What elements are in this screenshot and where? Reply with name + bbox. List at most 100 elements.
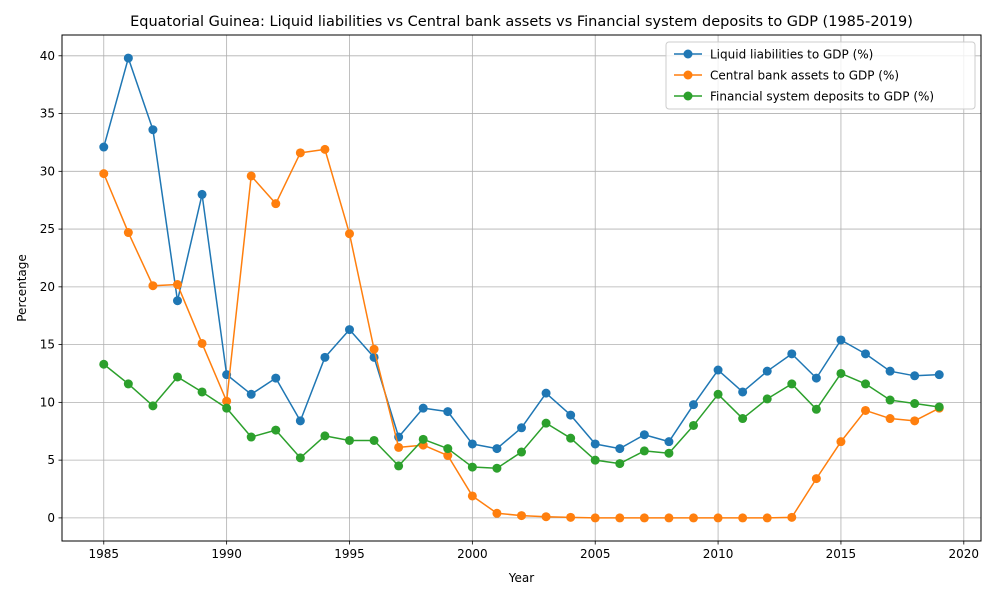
data-point-central-bank-assets: [615, 513, 625, 523]
data-point-liquid-liabilities: [443, 407, 453, 417]
data-point-financial-deposits: [762, 394, 772, 404]
data-point-financial-deposits: [639, 446, 649, 456]
data-point-liquid-liabilities: [566, 410, 576, 420]
data-point-central-bank-assets: [148, 281, 158, 291]
data-point-financial-deposits: [394, 461, 404, 471]
data-point-liquid-liabilities: [344, 325, 354, 335]
legend-marker-central-bank-assets: [683, 70, 693, 80]
data-point-liquid-liabilities: [861, 349, 871, 359]
data-point-central-bank-assets: [910, 416, 920, 426]
data-point-liquid-liabilities: [295, 416, 305, 426]
data-point-financial-deposits: [811, 404, 821, 414]
data-point-central-bank-assets: [836, 437, 846, 447]
data-point-central-bank-assets: [664, 513, 674, 523]
x-tick-label: 2005: [580, 547, 611, 561]
x-tick-label: 2020: [949, 547, 980, 561]
data-point-central-bank-assets: [541, 512, 551, 522]
series-financial-deposits: [99, 359, 944, 473]
data-point-liquid-liabilities: [418, 403, 428, 413]
data-point-liquid-liabilities: [713, 365, 723, 375]
data-point-central-bank-assets: [492, 508, 502, 518]
data-point-financial-deposits: [148, 401, 158, 411]
data-point-central-bank-assets: [271, 199, 281, 209]
data-point-financial-deposits: [418, 434, 428, 444]
data-point-liquid-liabilities: [271, 373, 281, 383]
chart-title: Equatorial Guinea: Liquid liabilities vs…: [130, 14, 913, 30]
x-tick-label: 2000: [457, 547, 488, 561]
y-axis-ticks: 0 5 10 15 20 25 30 35 40: [40, 49, 62, 525]
data-point-liquid-liabilities: [517, 423, 526, 433]
x-tick-label: 1985: [88, 547, 119, 561]
data-point-central-bank-assets: [99, 169, 109, 179]
data-point-financial-deposits: [320, 431, 330, 441]
y-tick-label: 30: [40, 164, 55, 178]
data-point-central-bank-assets: [861, 405, 871, 415]
data-point-liquid-liabilities: [590, 439, 600, 449]
data-point-central-bank-assets: [394, 442, 404, 452]
x-axis-label: Year: [508, 571, 534, 585]
data-point-liquid-liabilities: [467, 439, 477, 449]
x-tick-label: 2010: [703, 547, 734, 561]
data-point-financial-deposits: [467, 462, 477, 472]
data-point-financial-deposits: [836, 368, 846, 378]
data-point-financial-deposits: [369, 435, 379, 445]
legend-marker-liquid-liabilities: [683, 49, 693, 59]
data-point-liquid-liabilities: [738, 387, 748, 397]
data-point-central-bank-assets: [590, 513, 600, 523]
data-point-financial-deposits: [910, 399, 920, 409]
legend-box: [665, 41, 976, 110]
data-point-central-bank-assets: [713, 513, 723, 523]
legend-marker-financial-deposits: [683, 91, 693, 101]
data-point-central-bank-assets: [689, 513, 699, 523]
x-tick-label: 1990: [211, 547, 242, 561]
data-point-financial-deposits: [197, 387, 207, 397]
data-point-liquid-liabilities: [910, 371, 920, 381]
data-point-central-bank-assets: [738, 513, 748, 523]
data-point-financial-deposits: [861, 379, 871, 389]
data-point-liquid-liabilities: [787, 349, 797, 359]
y-tick-label: 0: [47, 511, 55, 525]
y-tick-label: 20: [40, 280, 55, 294]
series-liquid-liabilities: [99, 53, 944, 454]
data-point-central-bank-assets: [566, 512, 576, 522]
data-point-central-bank-assets: [123, 228, 133, 238]
data-point-liquid-liabilities: [99, 142, 109, 152]
data-point-central-bank-assets: [246, 171, 256, 181]
legend-label-financial-deposits: Financial system deposits to GDP (%): [710, 90, 934, 104]
data-point-liquid-liabilities: [689, 400, 699, 410]
data-point-liquid-liabilities: [934, 370, 944, 380]
y-axis-label: Percentage: [15, 254, 29, 322]
data-point-central-bank-assets: [344, 229, 354, 239]
series-layer: [99, 53, 944, 523]
data-point-central-bank-assets: [885, 414, 895, 424]
y-tick-label: 5: [47, 453, 55, 467]
data-point-liquid-liabilities: [639, 430, 649, 440]
data-point-liquid-liabilities: [762, 366, 772, 376]
data-point-liquid-liabilities: [885, 366, 895, 376]
data-point-liquid-liabilities: [123, 53, 133, 63]
data-point-central-bank-assets: [443, 451, 453, 461]
data-point-central-bank-assets: [811, 474, 821, 484]
data-point-financial-deposits: [787, 379, 797, 389]
legend-label-liquid-liabilities: Liquid liabilities to GDP (%): [710, 48, 873, 62]
x-tick-label: 1995: [334, 547, 365, 561]
data-point-central-bank-assets: [197, 338, 207, 348]
data-point-financial-deposits: [295, 453, 305, 463]
data-point-liquid-liabilities: [246, 389, 256, 399]
data-point-financial-deposits: [689, 420, 699, 430]
data-point-financial-deposits: [271, 425, 281, 435]
x-axis-ticks: 1985 1990 1995 2000 2005 2010 2015 2020: [88, 541, 979, 561]
data-point-financial-deposits: [443, 444, 453, 454]
data-point-financial-deposits: [590, 455, 600, 465]
data-point-liquid-liabilities: [811, 373, 821, 383]
data-point-financial-deposits: [222, 403, 232, 413]
data-point-financial-deposits: [172, 372, 182, 382]
data-point-liquid-liabilities: [664, 437, 674, 447]
data-point-financial-deposits: [517, 447, 526, 457]
data-point-liquid-liabilities: [541, 388, 551, 398]
data-point-central-bank-assets: [517, 511, 526, 521]
data-point-financial-deposits: [713, 389, 723, 399]
plot-frame: [61, 34, 982, 542]
x-tick-label: 2015: [826, 547, 857, 561]
